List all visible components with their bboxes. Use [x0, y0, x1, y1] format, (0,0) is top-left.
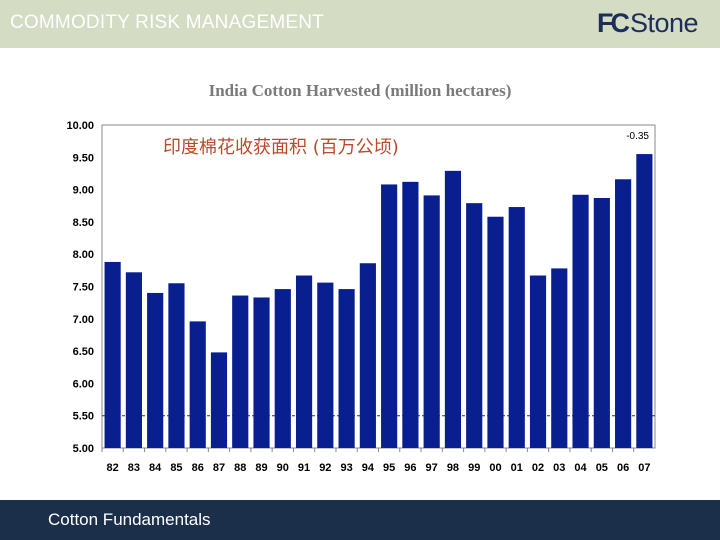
logo-stone-text: Stone — [630, 8, 699, 38]
bar — [487, 216, 504, 448]
footer-text: Cotton Fundamentals — [48, 510, 211, 529]
x-tick-label: 02 — [532, 462, 544, 474]
y-tick-label: 5.50 — [73, 411, 94, 423]
y-tick-label: 9.00 — [73, 185, 94, 197]
bar — [168, 283, 185, 448]
bar — [125, 272, 142, 448]
y-tick-label: 6.00 — [73, 378, 94, 390]
bar — [104, 261, 121, 448]
x-tick-label: 06 — [617, 462, 629, 474]
x-tick-label: 01 — [511, 462, 523, 474]
x-tick-label: 98 — [447, 462, 459, 474]
y-tick-label: 7.50 — [73, 282, 94, 294]
x-tick-label: 92 — [319, 462, 331, 474]
bar-chart: 10.00 9.50 9.00 8.50 8.00 7.50 7.00 6.50 6.00 5.5… — [66, 120, 656, 474]
y-tick-label: 6.50 — [73, 346, 94, 358]
x-tick-label: 87 — [213, 462, 225, 474]
x-tick-label: 85 — [170, 462, 182, 474]
plot-area — [101, 124, 656, 449]
footer-band — [0, 500, 720, 540]
x-tick-label: 94 — [362, 462, 375, 474]
bar — [466, 203, 483, 448]
x-tick-label: 83 — [128, 462, 140, 474]
x-tick-label: 99 — [468, 462, 480, 474]
bar — [615, 179, 632, 449]
chart-subtitle-cn: 印度棉花收获面积 (百万公顷) — [163, 137, 399, 158]
y-tick-label: 8.00 — [73, 249, 94, 261]
bar — [444, 170, 462, 448]
x-tick-label: 93 — [340, 462, 352, 474]
bar — [508, 207, 525, 448]
x-tick-label: 89 — [255, 462, 267, 474]
bar — [295, 275, 313, 448]
x-tick-label: 88 — [234, 462, 246, 474]
x-tick-label: 96 — [404, 462, 416, 474]
header-title: COMMODITY RISK MANAGEMENT — [10, 12, 324, 33]
bar — [636, 154, 653, 448]
x-tick-label: 82 — [107, 462, 119, 474]
bar — [593, 197, 610, 448]
x-tick-label: 97 — [426, 462, 438, 474]
x-tick-label: 03 — [553, 462, 565, 474]
annotation-label: -0.35 — [626, 131, 649, 142]
x-tick-label: 90 — [277, 462, 289, 474]
x-tick-label: 07 — [638, 462, 650, 474]
chart-title: India Cotton Harvested (million hectares… — [208, 81, 512, 100]
bar — [423, 195, 440, 448]
bar — [253, 297, 270, 448]
bar — [572, 194, 589, 448]
bar — [147, 292, 164, 448]
bar — [274, 289, 291, 448]
x-tick-label: 05 — [596, 462, 608, 474]
y-tick-label: 9.50 — [73, 152, 94, 164]
bar — [529, 275, 547, 448]
header-band — [0, 0, 720, 48]
bar — [402, 181, 419, 448]
fcstone-logo: FC Stone — [597, 8, 699, 39]
x-tick-label: 91 — [298, 462, 310, 474]
x-tick-label: 95 — [383, 462, 395, 474]
bar — [232, 295, 249, 448]
y-tick-label: 7.00 — [73, 314, 94, 326]
bar — [551, 268, 568, 448]
logo-fc-text: FC — [597, 8, 630, 38]
y-tick-label: 10.00 — [66, 120, 94, 132]
bar — [317, 282, 334, 448]
y-tick-label: 5.00 — [73, 443, 94, 455]
y-tick-label: 8.50 — [73, 217, 94, 229]
bar — [189, 321, 206, 448]
bar — [210, 352, 228, 448]
x-tick-label: 00 — [489, 462, 501, 474]
x-tick-label: 04 — [574, 462, 587, 474]
x-tick-label: 86 — [192, 462, 204, 474]
bar — [338, 289, 355, 448]
x-tick-label: 84 — [149, 462, 162, 474]
bar — [381, 184, 398, 448]
bar — [359, 263, 376, 448]
